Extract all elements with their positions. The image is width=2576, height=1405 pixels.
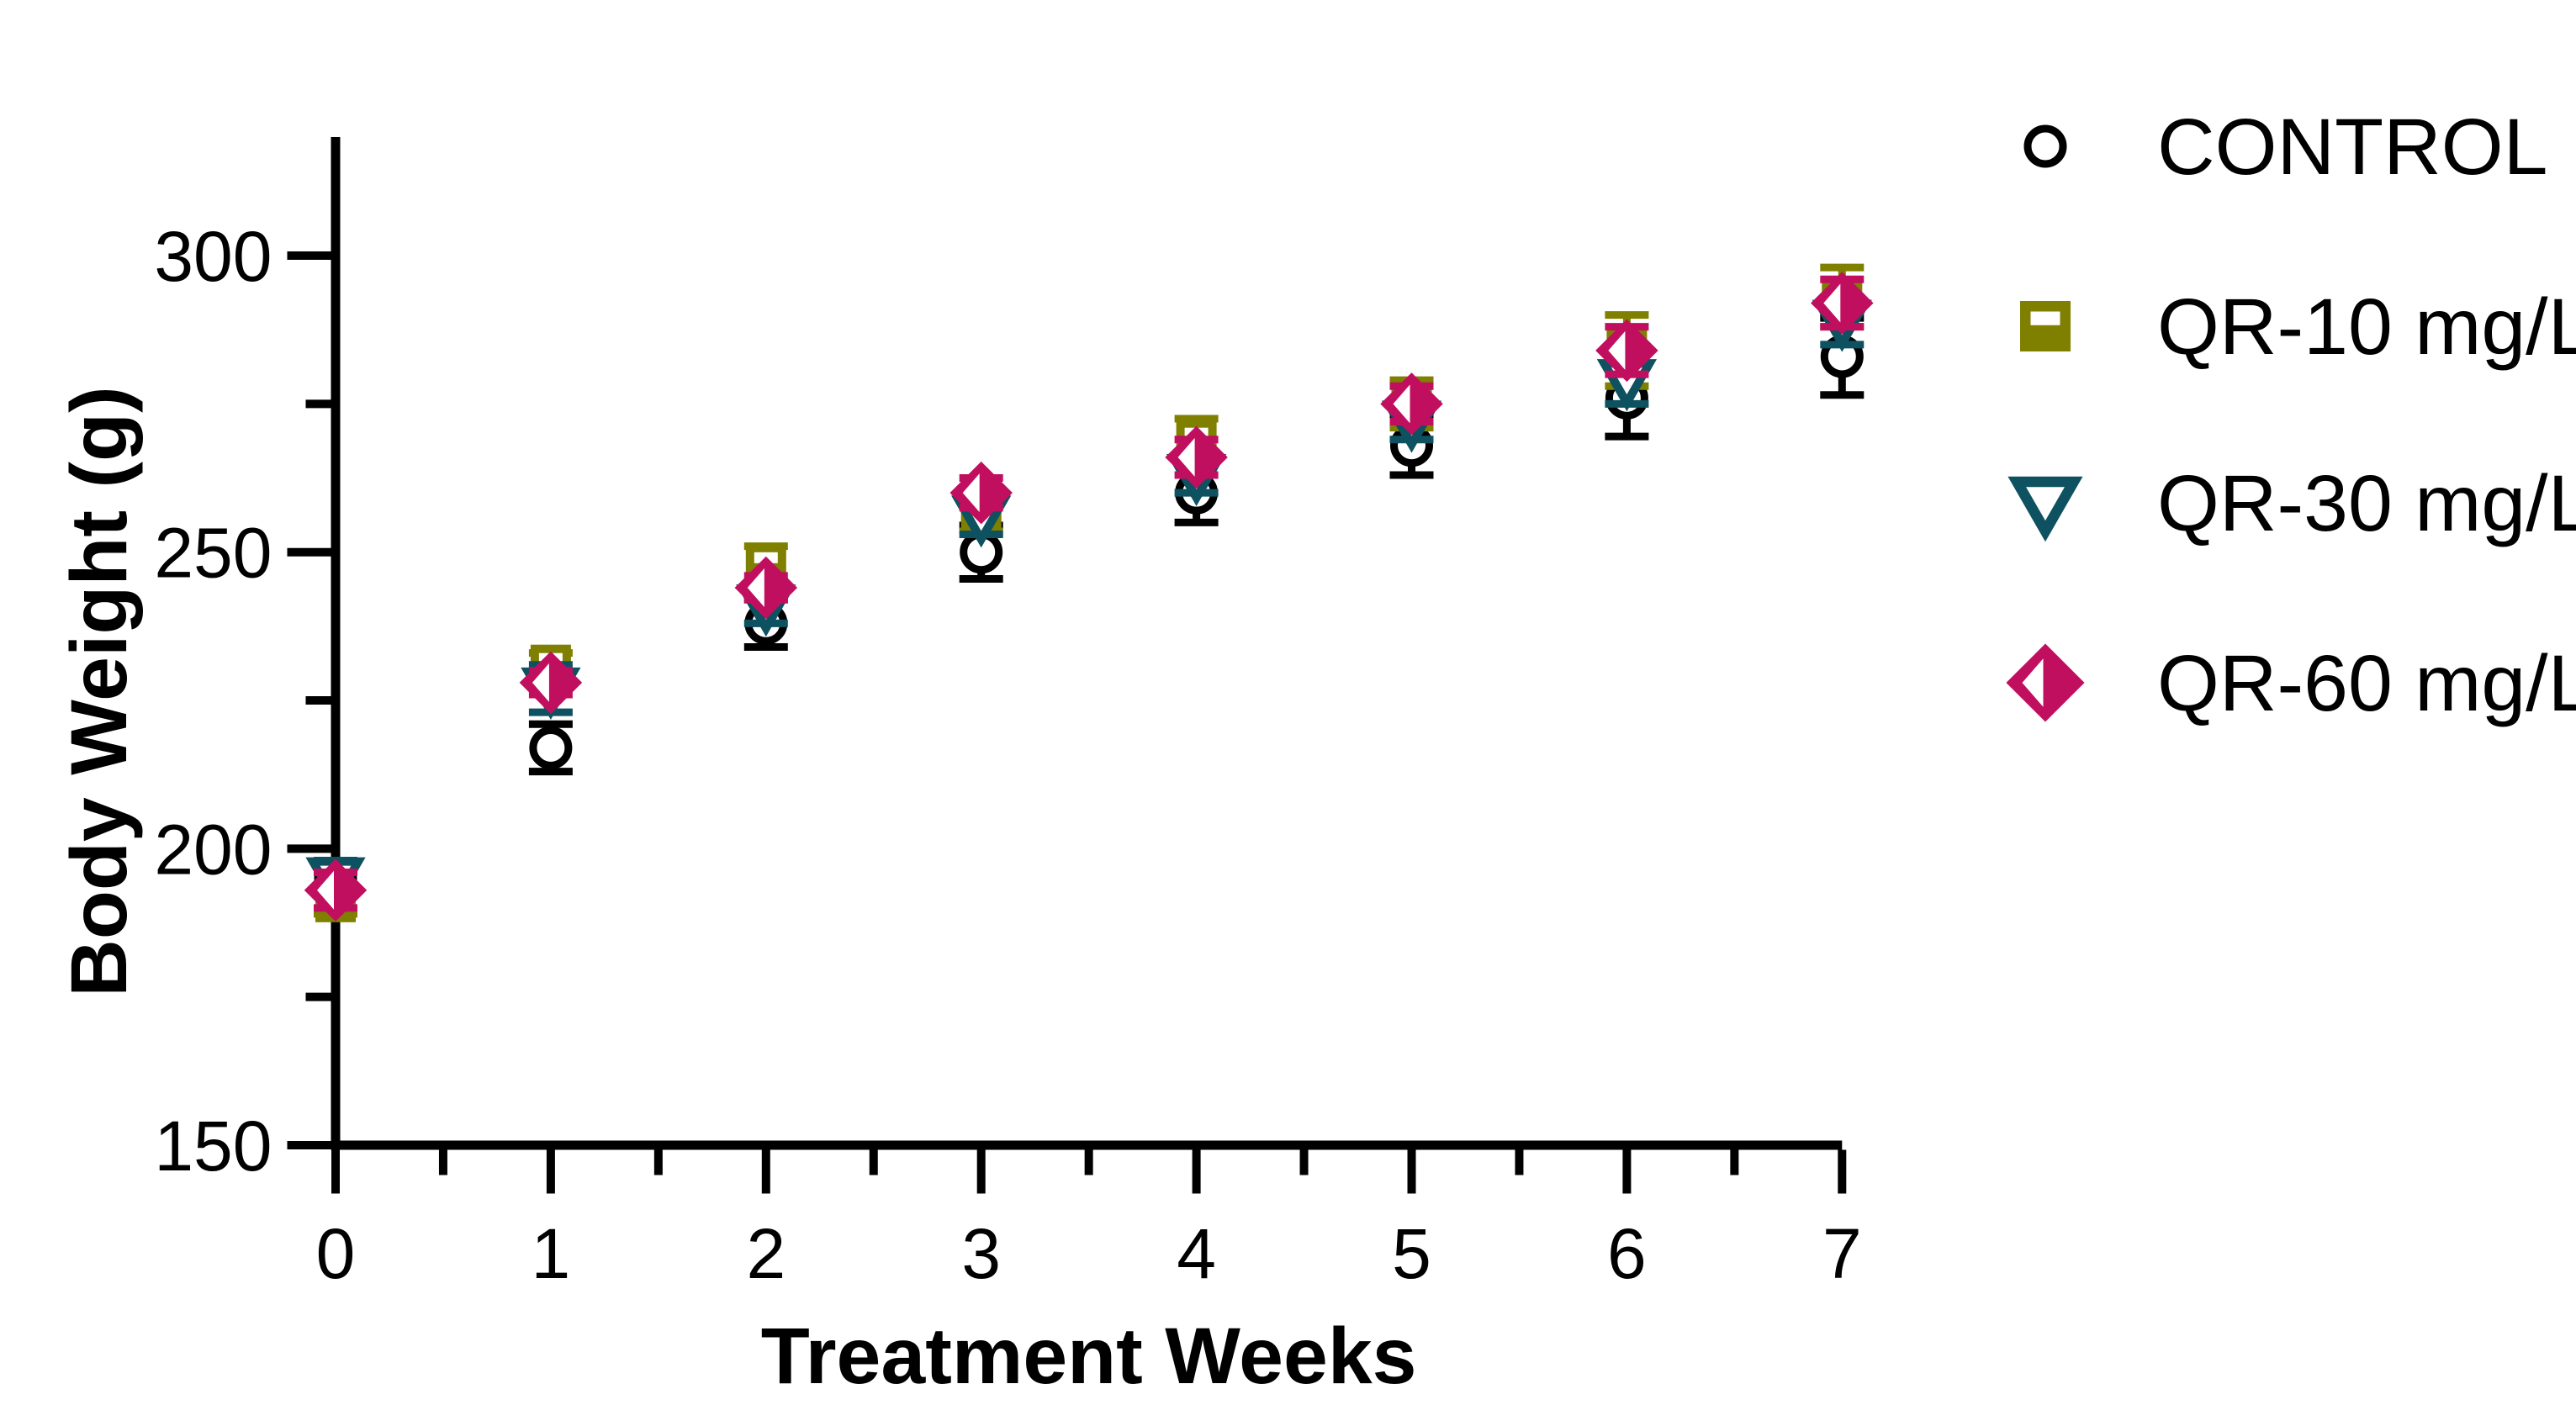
x-tick-label: 3 — [961, 1214, 1001, 1293]
x-tick-label: 2 — [746, 1214, 785, 1293]
half-filled-diamond-marker — [1380, 372, 1443, 436]
half-filled-diamond-marker — [1595, 319, 1658, 383]
half-filled-square-marker — [2020, 301, 2071, 351]
open-circle-marker — [2023, 124, 2067, 168]
x-axis-title: Treatment Weeks — [761, 1312, 1417, 1401]
half-filled-diamond-marker — [1165, 425, 1228, 489]
y-tick-label: 300 — [154, 217, 272, 296]
legend-label: QR-60 mg/L — [2157, 639, 2576, 728]
x-tick-label: 6 — [1607, 1214, 1647, 1293]
y-axis-title: Body Weight (g) — [55, 386, 144, 996]
y-tick-label: 150 — [154, 1107, 272, 1186]
half-filled-diamond-marker — [2006, 643, 2085, 722]
x-tick-label: 4 — [1177, 1214, 1216, 1293]
open-circle-marker — [529, 726, 573, 769]
series-qr-60-mg-l — [304, 272, 1874, 922]
legend-item-qr-30-mg-l: QR-30 mg/L — [2007, 459, 2576, 548]
half-filled-diamond-marker — [519, 651, 583, 715]
x-tick-label: 1 — [532, 1214, 571, 1293]
half-filled-diamond-marker — [304, 858, 368, 922]
half-filled-diamond-marker — [734, 556, 798, 620]
legend-item-qr-60-mg-l: QR-60 mg/L — [2006, 639, 2576, 728]
y-tick-label: 200 — [154, 810, 272, 889]
legend-label: CONTROL — [2157, 103, 2547, 192]
y-tick-label: 250 — [154, 514, 272, 593]
half-filled-diamond-marker — [1811, 272, 1874, 335]
legend-label: QR-30 mg/L — [2157, 459, 2576, 548]
open-triangle-down-marker — [2007, 476, 2083, 542]
x-tick-label: 5 — [1392, 1214, 1431, 1293]
half-filled-diamond-marker — [949, 461, 1013, 525]
legend-item-control: CONTROL — [2023, 103, 2547, 192]
x-tick-label: 0 — [316, 1214, 356, 1293]
x-tick-label: 7 — [1822, 1214, 1862, 1293]
legend-label: QR-10 mg/L — [2157, 283, 2576, 372]
series-qr-30-mg-l — [305, 293, 1872, 910]
legend-item-qr-10-mg-l: QR-10 mg/L — [2020, 283, 2576, 372]
